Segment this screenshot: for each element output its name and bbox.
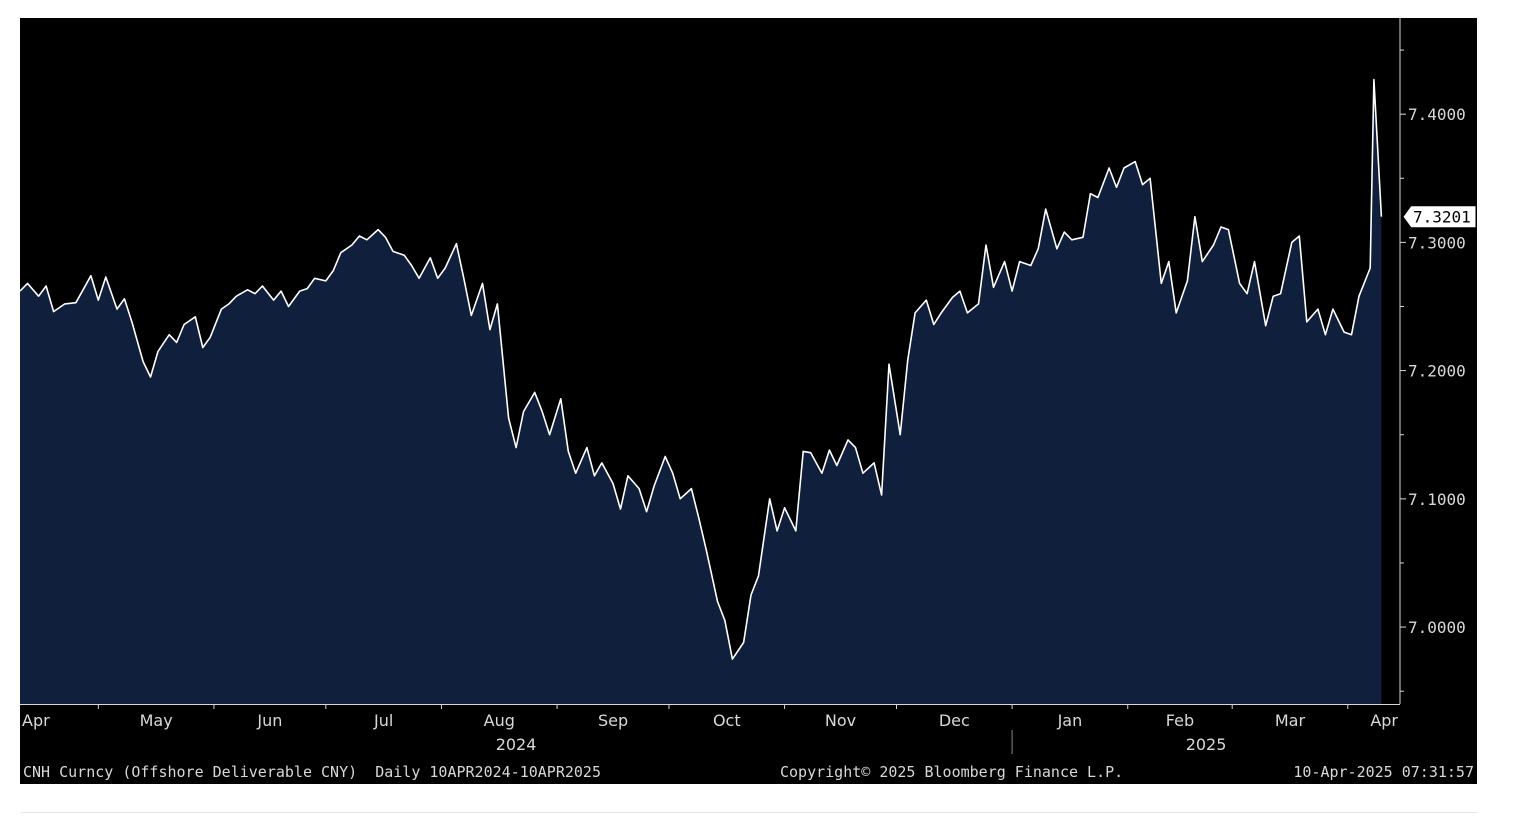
y-tick-label: 7.4000 bbox=[1408, 105, 1466, 124]
x-tick-label: Dec bbox=[939, 711, 970, 730]
x-tick-label: May bbox=[140, 711, 173, 730]
x-tick-label: Oct bbox=[713, 711, 741, 730]
year-label: 2024 bbox=[496, 735, 537, 754]
year-label: 2025 bbox=[1186, 735, 1227, 754]
last-value-label: 7.3201 bbox=[1413, 208, 1471, 227]
x-tick-label: Apr bbox=[22, 711, 50, 730]
series-area-fill bbox=[20, 79, 1382, 704]
x-tick-label: Jan bbox=[1057, 711, 1083, 730]
y-tick-label: 7.0000 bbox=[1408, 618, 1466, 637]
x-tick-label: Jul bbox=[373, 711, 393, 730]
x-tick-label: Nov bbox=[825, 711, 856, 730]
x-tick-label: Jun bbox=[256, 711, 282, 730]
x-tick-label: Mar bbox=[1275, 711, 1306, 730]
y-tick-label: 7.3000 bbox=[1408, 233, 1466, 252]
cnh-price-chart: 7.4000 7.3000 7.2000 7.1000 7.0000 7.3201 Apr M… bbox=[20, 18, 1477, 754]
page-divider bbox=[20, 812, 1477, 813]
y-tick-label: 7.2000 bbox=[1408, 362, 1466, 381]
x-tick-label: Aug bbox=[484, 711, 515, 730]
chart-timestamp: 10-Apr-2025 07:31:57 bbox=[1293, 763, 1474, 781]
last-value-tag bbox=[1402, 205, 1477, 229]
x-tick-label: Sep bbox=[598, 711, 628, 730]
chart-frame: 7.4000 7.3000 7.2000 7.1000 7.0000 7.3201 Apr M… bbox=[20, 18, 1477, 784]
x-tick-label: Feb bbox=[1166, 711, 1194, 730]
x-tick-label: Apr bbox=[1370, 711, 1398, 730]
copyright-notice: Copyright© 2025 Bloomberg Finance L.P. bbox=[780, 763, 1124, 781]
chart-footer: CNH Curncy (Offshore Deliverable CNY) Da… bbox=[20, 760, 1477, 784]
y-tick-label: 7.1000 bbox=[1408, 490, 1466, 509]
security-description: CNH Curncy (Offshore Deliverable CNY) Da… bbox=[23, 763, 601, 781]
series-line bbox=[20, 78, 1383, 660]
